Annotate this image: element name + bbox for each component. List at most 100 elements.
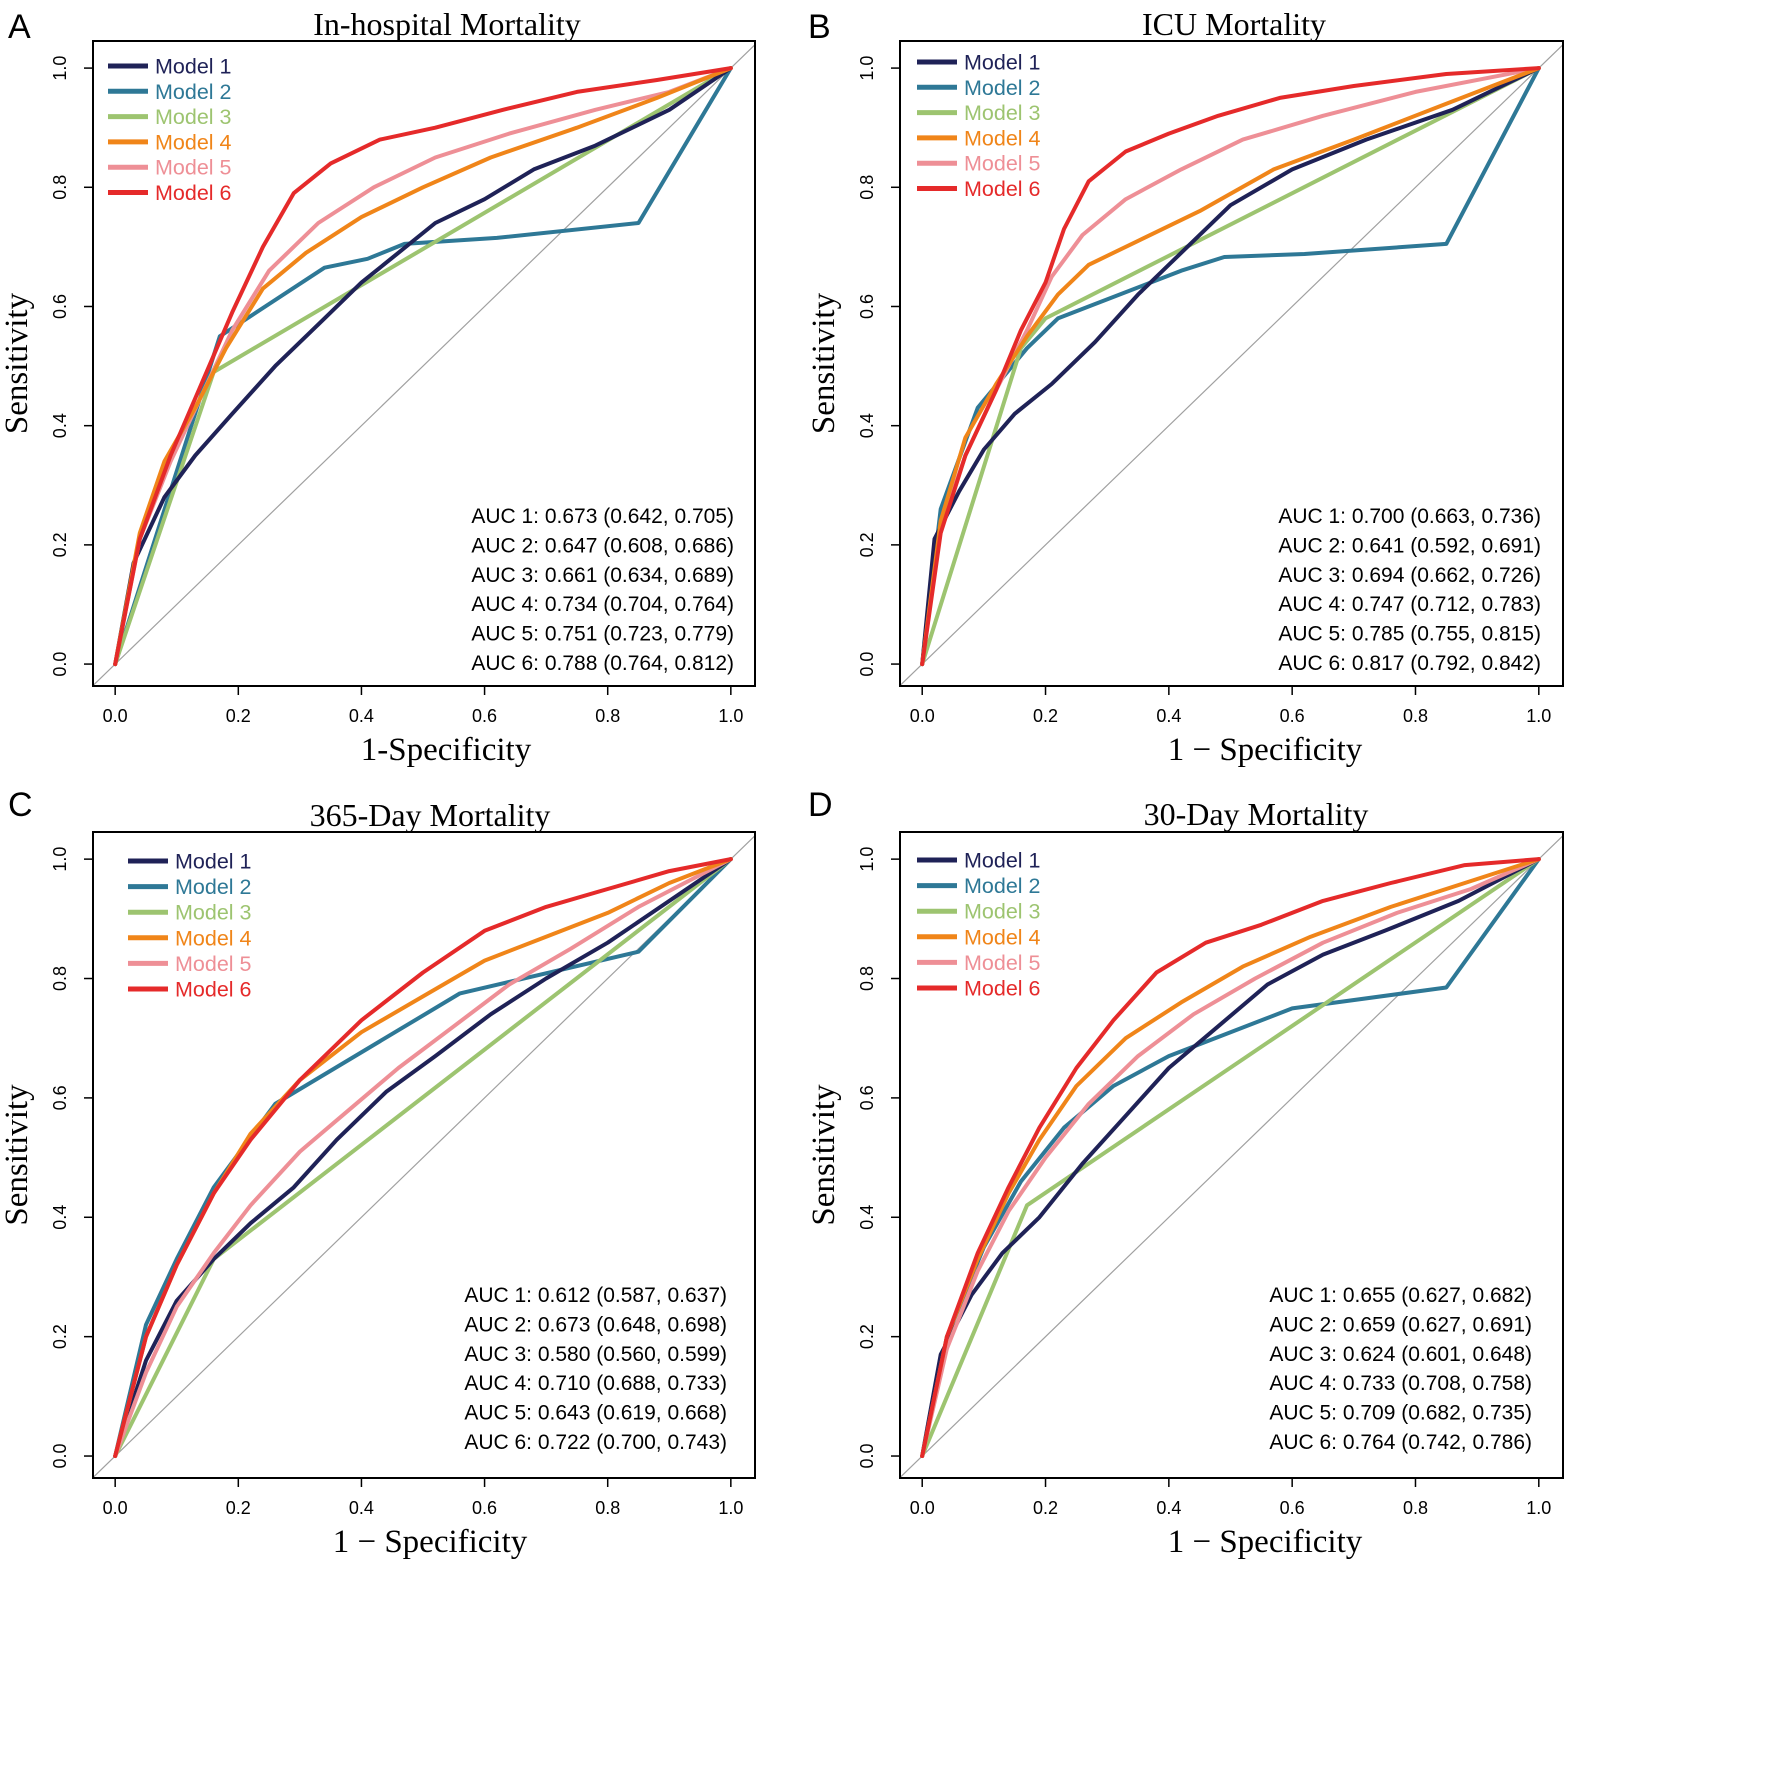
x-tick-label: 0.6 — [1280, 706, 1305, 726]
auc-annotation: AUC 5: 0.785 (0.755, 0.815) — [1278, 623, 1541, 646]
roc-curve-model-5 — [920, 857, 1541, 1458]
y-tick-label: 0.8 — [857, 175, 877, 200]
roc-curve-model-5 — [113, 66, 733, 667]
auc-annotation: AUC 1: 0.673 (0.642, 0.705) — [471, 505, 734, 528]
legend-label: Model 6 — [175, 978, 252, 1002]
y-tick-label: 1.0 — [50, 847, 70, 872]
y-axis-label: Sensitivity — [806, 292, 842, 434]
y-tick-label: 0.2 — [50, 532, 70, 557]
diagonal-reference-line — [899, 44, 1564, 686]
y-tick-label: 1.0 — [50, 56, 70, 81]
x-tick-label: 0.2 — [226, 1498, 251, 1518]
y-tick-label: 0.6 — [857, 1085, 877, 1110]
y-axis-label: Sensitivity — [0, 292, 35, 434]
chart-title: In-hospital Mortality — [313, 6, 581, 42]
y-tick-label: 0.8 — [50, 175, 70, 200]
roc-panel-a: 0.0 0.2 0.4 0.6 0.8 1.0 0.0 0.2 0.4 0.6 0.8 1.0 A In-… — [0, 6, 756, 768]
x-tick-label: 0.4 — [1156, 1498, 1181, 1518]
y-axis-label: Sensitivity — [806, 1084, 842, 1226]
roc-panel-d: 0.0 0.2 0.4 0.6 0.8 1.0 0.0 0.2 0.4 0.6 0.8 1.0 D 30-… — [806, 786, 1564, 1560]
auc-annotation: AUC 4: 0.747 (0.712, 0.783) — [1278, 593, 1541, 616]
plot-frame — [92, 831, 756, 1479]
legend-label: Model 5 — [155, 156, 232, 180]
roc-curve-model-1 — [920, 857, 1541, 1458]
legend-label: Model 3 — [155, 105, 232, 129]
roc-curve-model-6 — [920, 66, 1541, 667]
legend-label: Model 3 — [964, 101, 1041, 125]
plot-frame — [899, 831, 1564, 1479]
roc-curve-model-1 — [920, 66, 1541, 667]
legend-label: Model 5 — [964, 152, 1041, 176]
legend-label: Model 4 — [155, 130, 232, 154]
x-tick-label: 0.6 — [1280, 1498, 1305, 1518]
x-tick-label: 0.0 — [910, 1498, 935, 1518]
panel-label: D — [808, 786, 833, 824]
y-tick-label: 0.8 — [50, 966, 70, 991]
auc-annotation: AUC 6: 0.722 (0.700, 0.743) — [464, 1431, 727, 1454]
auc-annotation: AUC 2: 0.673 (0.648, 0.698) — [464, 1313, 727, 1336]
y-tick-label: 0.4 — [50, 1205, 70, 1230]
panel-label: C — [8, 786, 33, 824]
x-tick-label: 0.2 — [1033, 1498, 1058, 1518]
auc-annotation: AUC 5: 0.643 (0.619, 0.668) — [464, 1402, 727, 1425]
y-tick-label: 1.0 — [857, 56, 877, 81]
legend-label: Model 4 — [175, 926, 252, 950]
legend-label: Model 2 — [964, 874, 1041, 898]
x-tick-label: 1.0 — [1526, 706, 1551, 726]
x-tick-label: 0.0 — [103, 1498, 128, 1518]
legend-label: Model 1 — [964, 51, 1041, 75]
x-tick-label: 0.6 — [472, 706, 497, 726]
panel-label: A — [8, 8, 31, 46]
y-tick-label: 0.0 — [50, 652, 70, 677]
roc-curve-model-5 — [113, 857, 733, 1458]
legend-label: Model 4 — [964, 126, 1041, 150]
auc-annotation: AUC 6: 0.817 (0.792, 0.842) — [1278, 652, 1541, 675]
y-axis-label: Sensitivity — [0, 1084, 35, 1226]
y-tick-label: 0.0 — [857, 1444, 877, 1469]
roc-curve-model-4 — [920, 857, 1541, 1458]
y-tick-label: 0.4 — [857, 413, 877, 438]
legend-label: Model 2 — [964, 76, 1041, 100]
y-tick-label: 0.2 — [857, 1324, 877, 1349]
chart-title: 30-Day Mortality — [1144, 796, 1369, 832]
roc-curve-model-4 — [113, 66, 733, 667]
auc-annotation: AUC 4: 0.734 (0.704, 0.764) — [471, 593, 734, 616]
y-tick-label: 0.8 — [857, 966, 877, 991]
legend-label: Model 6 — [964, 977, 1041, 1001]
legend-label: Model 2 — [155, 80, 232, 104]
x-axis-label: 1 − Specificity — [1168, 732, 1363, 768]
roc-curve-model-6 — [113, 857, 733, 1458]
auc-annotation: AUC 1: 0.700 (0.663, 0.736) — [1278, 505, 1541, 528]
legend-label: Model 6 — [155, 181, 232, 205]
y-tick-label: 0.2 — [857, 532, 877, 557]
legend-label: Model 5 — [175, 952, 252, 976]
diagonal-reference-line — [92, 44, 756, 686]
chart-title: ICU Mortality — [1142, 6, 1326, 42]
y-tick-label: 0.4 — [50, 413, 70, 438]
x-tick-label: 0.4 — [349, 1498, 374, 1518]
legend-label: Model 1 — [155, 55, 232, 79]
roc-curve-model-6 — [920, 857, 1541, 1458]
x-axis-label: 1 − Specificity — [1168, 1524, 1363, 1560]
x-tick-label: 1.0 — [718, 1498, 743, 1518]
y-tick-label: 0.6 — [50, 1085, 70, 1110]
auc-annotation: AUC 5: 0.751 (0.723, 0.779) — [471, 623, 734, 646]
legend-label: Model 2 — [175, 875, 252, 899]
y-tick-label: 0.0 — [50, 1444, 70, 1469]
x-tick-label: 0.6 — [472, 1498, 497, 1518]
auc-annotation: AUC 2: 0.647 (0.608, 0.686) — [471, 534, 734, 557]
x-tick-label: 0.0 — [103, 706, 128, 726]
x-tick-label: 0.8 — [595, 1498, 620, 1518]
roc-curve-model-1 — [113, 857, 733, 1458]
x-axis-label: 1-Specificity — [361, 732, 532, 768]
y-tick-label: 0.4 — [857, 1205, 877, 1230]
auc-annotation: AUC 3: 0.580 (0.560, 0.599) — [464, 1343, 727, 1366]
auc-annotation: AUC 3: 0.694 (0.662, 0.726) — [1278, 564, 1541, 587]
legend-label: Model 6 — [964, 177, 1041, 201]
roc-curve-model-4 — [920, 66, 1541, 667]
